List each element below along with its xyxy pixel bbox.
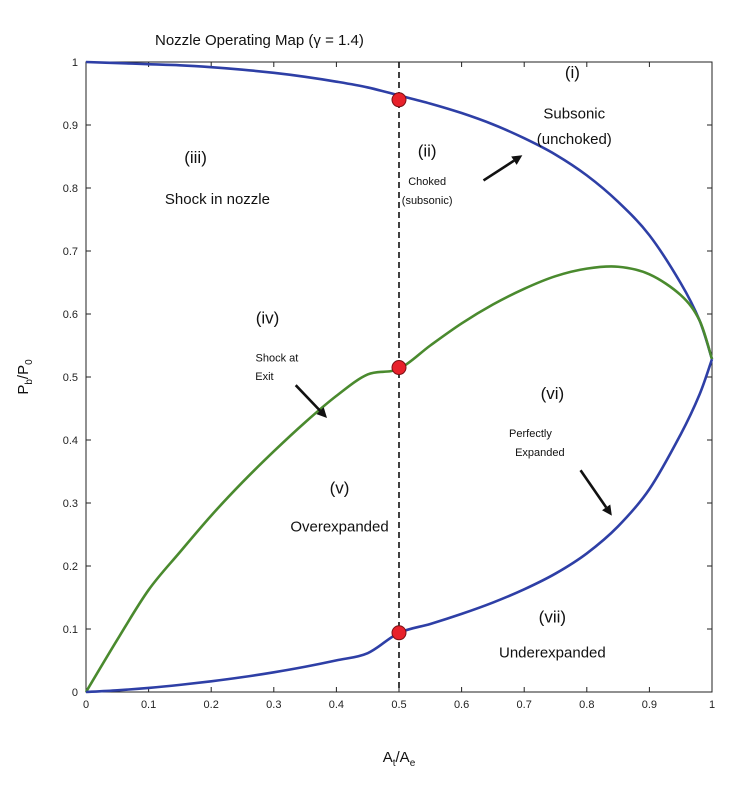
annotation-ii-num: (ii) xyxy=(418,142,437,161)
markers-group xyxy=(391,92,407,641)
x-tick-label: 0.3 xyxy=(266,699,281,711)
series-line-shock-at-exit xyxy=(84,265,714,693)
y-tick-label: 0.6 xyxy=(63,309,78,321)
x-tick-label: 0.1 xyxy=(141,699,156,711)
y-tick-label: 0.1 xyxy=(63,624,78,636)
x-axis-label: At/Ae xyxy=(383,749,416,769)
series-line-subsonic xyxy=(85,60,714,360)
y-axis-label: Pb/P0 xyxy=(15,359,35,395)
chart-title: Nozzle Operating Map (γ = 1.4) xyxy=(155,32,364,49)
x-tick-label: 0.8 xyxy=(579,699,594,711)
arrows-group xyxy=(294,155,612,516)
series-line-perfectly-expanded xyxy=(85,358,714,694)
y-tick-label: 0 xyxy=(72,687,78,699)
y-label-main: P xyxy=(15,385,32,395)
x-tick-label: 0.9 xyxy=(642,699,657,711)
y-tick-label: 0.3 xyxy=(63,498,78,510)
arrow-ii-shaft xyxy=(482,159,515,182)
x-tick-label: 1 xyxy=(709,699,715,711)
annotation-iii-l1: Shock in nozzle xyxy=(165,191,270,208)
arrow-ii-head xyxy=(511,155,523,165)
arrow-vi-shaft xyxy=(579,469,608,509)
operating-point-marker-3 xyxy=(391,625,407,641)
arrow-vi-head xyxy=(602,504,612,516)
y-label-sub2: 0 xyxy=(24,359,35,365)
annotation-vi-l2: Expanded xyxy=(515,447,565,459)
annotation-iv-l2: Exit xyxy=(255,371,273,383)
y-tick-label: 0.9 xyxy=(63,120,78,132)
y-tick-label: 0.2 xyxy=(63,561,78,573)
annotation-v-l1: Overexpanded xyxy=(290,518,388,535)
annotation-ii-l1: Choked xyxy=(408,176,446,188)
y-tick-label: 0.5 xyxy=(63,372,78,384)
x-label-sub1: t xyxy=(393,758,396,769)
annotation-vii-l1: Underexpanded xyxy=(499,644,606,661)
annotation-vii-num: (vii) xyxy=(539,608,566,627)
annotation-i-l1: Subsonic xyxy=(543,106,605,123)
operating-point-marker-2 xyxy=(391,360,407,376)
y-tick-label: 0.8 xyxy=(63,183,78,195)
annotation-iii-num: (iii) xyxy=(184,148,207,167)
annotations-group: (i) Subsonic (unchoked) (ii) Choked (subsonic… xyxy=(165,63,612,662)
arrow-vi xyxy=(579,469,612,516)
y-tick-label: 0.4 xyxy=(63,435,78,447)
annotation-i-l2: (unchoked) xyxy=(537,131,612,148)
annotation-vi-l1: Perfectly xyxy=(509,428,552,440)
y-tick-label: 0.7 xyxy=(63,246,78,258)
y-label-sep: /P xyxy=(15,365,32,379)
y-label-sub1: b xyxy=(24,379,35,385)
annotation-iv-l1: Shock at xyxy=(256,352,299,364)
annotation-iv-num: (iv) xyxy=(256,308,280,327)
axis-ticks: 0 0.1 0.2 0.3 0.4 0.5 0.6 0.7 0.8 0.9 1 0 0.1 0.2 0.3 0… xyxy=(63,57,715,711)
annotation-i-num: (i) xyxy=(565,63,580,82)
x-label-sep: /A xyxy=(396,749,410,766)
x-tick-label: 0.4 xyxy=(329,699,344,711)
x-tick-label: 0.2 xyxy=(204,699,219,711)
annotation-ii-l2: (subsonic) xyxy=(402,195,453,207)
y-tick-label: 1 xyxy=(72,57,78,69)
x-tick-label: 0 xyxy=(83,699,89,711)
x-label-sub2: e xyxy=(410,758,416,769)
operating-point-marker-1 xyxy=(391,92,407,108)
arrow-iv xyxy=(294,384,328,418)
arrow-iv-shaft xyxy=(294,384,322,412)
series-group xyxy=(84,60,714,694)
annotation-vi-num: (vi) xyxy=(541,384,565,403)
arrow-iv-head xyxy=(316,407,328,418)
x-tick-label: 0.7 xyxy=(517,699,532,711)
x-tick-label: 0.5 xyxy=(391,699,406,711)
arrow-ii xyxy=(482,155,523,182)
x-tick-label: 0.6 xyxy=(454,699,469,711)
x-label-main: A xyxy=(383,749,393,766)
annotation-v-num: (v) xyxy=(330,479,350,498)
